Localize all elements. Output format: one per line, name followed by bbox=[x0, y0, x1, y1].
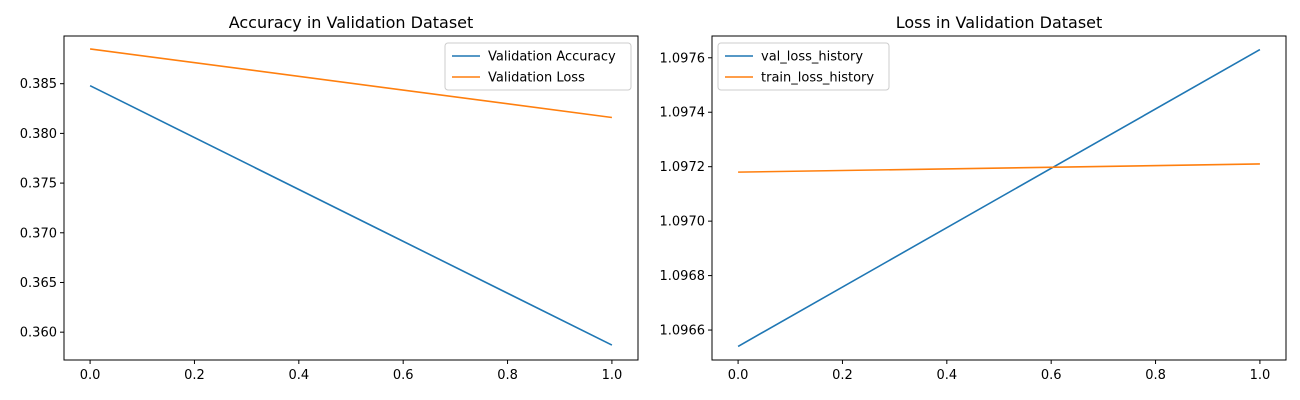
legend-box bbox=[717, 42, 890, 91]
x-tick-label: 0.4 bbox=[288, 368, 309, 383]
series-line-2 bbox=[738, 163, 1260, 173]
series-line-1 bbox=[89, 84, 613, 346]
legend-label-1: val_loss_history bbox=[761, 50, 863, 65]
y-tick-label: 1.0968 bbox=[660, 269, 706, 284]
x-tick-label: 0.0 bbox=[728, 368, 749, 383]
plot-frame bbox=[711, 35, 1287, 361]
legend-label-1: Validation Accuracy bbox=[488, 50, 616, 65]
x-tick-label: 0.8 bbox=[497, 368, 518, 383]
y-tick-label: 0.370 bbox=[20, 226, 57, 241]
series-line-1 bbox=[737, 48, 1261, 348]
y-tick-label: 1.0976 bbox=[660, 51, 706, 66]
legend: val_loss_history train_loss_history bbox=[717, 42, 890, 91]
y-tick-label: 1.0972 bbox=[660, 160, 706, 175]
x-tick-label: 0.0 bbox=[80, 368, 101, 383]
y-tick-label: 1.0970 bbox=[660, 215, 706, 230]
y-tick-label: 0.365 bbox=[20, 276, 57, 291]
chart-2: Loss in Validation Dataset 0.0 0.2 0.4 0.6 0.… bbox=[660, 13, 1287, 383]
x-tick-label: 0.4 bbox=[936, 368, 957, 383]
y-tick-label: 0.360 bbox=[20, 326, 57, 341]
chart-title: Loss in Validation Dataset bbox=[896, 13, 1103, 32]
legend-box bbox=[444, 42, 632, 91]
legend-label-2: train_loss_history bbox=[761, 71, 874, 86]
y-tick-label: 1.0966 bbox=[660, 324, 706, 339]
y-tick-label: 1.0974 bbox=[660, 106, 706, 121]
y-tick-label: 0.375 bbox=[20, 177, 57, 192]
x-tick-label: 1.0 bbox=[602, 368, 623, 383]
legend: Validation Accuracy Validation Loss bbox=[444, 42, 632, 91]
chart-title: Accuracy in Validation Dataset bbox=[229, 13, 474, 32]
x-tick-label: 0.2 bbox=[832, 368, 853, 383]
x-tick-label: 0.2 bbox=[184, 368, 205, 383]
x-tick-label: 0.6 bbox=[1041, 368, 1062, 383]
series-line-2 bbox=[89, 48, 613, 119]
x-tick-label: 1.0 bbox=[1250, 368, 1271, 383]
x-tick-label: 0.8 bbox=[1145, 368, 1166, 383]
y-tick-label: 0.380 bbox=[20, 127, 57, 142]
chart-1: Accuracy in Validation Dataset 0.0 0.2 0.4 0… bbox=[20, 13, 639, 383]
legend-label-2: Validation Loss bbox=[488, 71, 585, 86]
x-tick-label: 0.6 bbox=[393, 368, 414, 383]
y-tick-label: 0.385 bbox=[20, 77, 57, 92]
plot-frame bbox=[63, 35, 639, 361]
